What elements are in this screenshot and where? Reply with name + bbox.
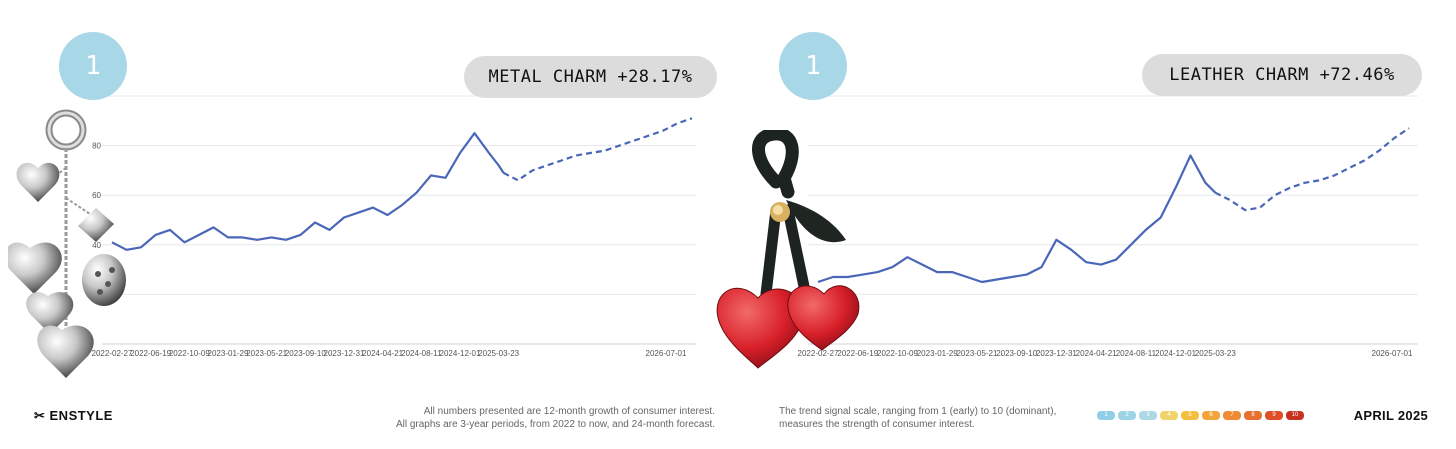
scale-chip-3: 3 — [1139, 411, 1157, 420]
scale-chip-8: 8 — [1244, 411, 1262, 420]
x-tick-label: 2022-02-27 — [92, 349, 133, 358]
x-tick-label: 2024-04-21 — [362, 349, 403, 358]
scale-chip-4: 4 — [1160, 411, 1178, 420]
methodology-note-line-1: All numbers presented are 12-month growt… — [423, 406, 715, 417]
methodology-note-line-2: All graphs are 3-year periods, from 2022… — [395, 419, 715, 430]
history-line — [111, 132, 505, 251]
x-tick-label: 2024-08-11 — [1116, 349, 1157, 358]
x-tick-label: 2023-05-21 — [956, 349, 997, 358]
enstyle-logo: ✂ ENSTYLE — [34, 408, 113, 423]
rank-badge: 1 — [59, 32, 127, 100]
x-tick-label: 2023-12-31 — [1036, 349, 1077, 358]
methodology-note: All numbers presented are 12-month growt… — [396, 405, 715, 431]
y-tick-label: 60 — [92, 191, 101, 200]
x-tick-label: 2025-03-23 — [478, 349, 519, 358]
leather-charm-chart: 2022-02-272022-06-192022-10-092023-01-29… — [798, 95, 1418, 358]
x-tick-label: 2024-04-21 — [1076, 349, 1117, 358]
x-tick-label: 2023-09-10 — [996, 349, 1037, 358]
trend-signal-scale: 1 2 3 4 5 6 7 8 9 10 — [1097, 411, 1304, 420]
y-tick-label: 80 — [92, 142, 101, 151]
x-tick-label: 2022-06-19 — [130, 349, 171, 358]
trend-scale-note-line-2: measures the strength of consumer intere… — [779, 419, 975, 430]
x-tick-label: 2026-07-01 — [1372, 349, 1413, 358]
x-tick-label: 2023-01-29 — [917, 349, 958, 358]
x-tick-label: 2023-05-21 — [246, 349, 287, 358]
scale-chip-10: 10 — [1286, 411, 1304, 420]
report-date: APRIL 2025 — [1353, 408, 1428, 423]
x-tick-label: 2024-12-01 — [440, 349, 481, 358]
x-tick-label: 2022-02-27 — [798, 349, 839, 358]
x-tick-label: 2024-08-11 — [401, 349, 442, 358]
rank-badge: 1 — [779, 32, 847, 100]
x-tick-label: 2023-01-29 — [208, 349, 249, 358]
cherry-charm-image — [716, 130, 860, 369]
trend-scale-note: The trend signal scale, ranging from 1 (… — [779, 405, 1056, 431]
x-tick-label: 2022-10-09 — [169, 349, 210, 358]
scale-chip-7: 7 — [1223, 411, 1241, 420]
x-tick-label: 2022-10-09 — [877, 349, 918, 358]
silver-heart-charm-image — [8, 109, 126, 378]
trend-scale-note-line-1: The trend signal scale, ranging from 1 (… — [779, 406, 1057, 417]
scale-chip-2: 2 — [1118, 411, 1136, 420]
leather-charm-panel: 2022-02-27 2022-06-19 2022-10-09 2023-01-29… — [716, 0, 1456, 380]
history-line — [817, 154, 1217, 284]
scale-chip-9: 9 — [1265, 411, 1283, 420]
scale-chip-5: 5 — [1181, 411, 1199, 420]
trend-title-pill: METAL CHARM +28.17% — [464, 56, 717, 98]
x-tick-label: 2023-09-10 — [285, 349, 326, 358]
trend-title-pill: LEATHER CHARM +72.46% — [1142, 54, 1422, 96]
metal-charm-panel: 40 60 80 2022-02-27 2022-06-19 2022-10-09 2023… — [0, 0, 720, 380]
forecast-line — [1214, 127, 1410, 212]
forecast-line — [502, 117, 693, 182]
x-tick-label: 2023-12-31 — [324, 349, 365, 358]
x-tick-label: 2025-03-23 — [1195, 349, 1236, 358]
scale-chip-1: 1 — [1097, 411, 1115, 420]
x-tick-label: 2024-12-01 — [1155, 349, 1196, 358]
scale-chip-6: 6 — [1202, 411, 1220, 420]
y-tick-label: 40 — [92, 241, 101, 250]
x-tick-label: 2026-07-01 — [646, 349, 687, 358]
metal-charm-chart: 4060802022-02-272022-06-192022-10-092023… — [92, 95, 696, 358]
x-tick-label: 2022-06-19 — [837, 349, 878, 358]
